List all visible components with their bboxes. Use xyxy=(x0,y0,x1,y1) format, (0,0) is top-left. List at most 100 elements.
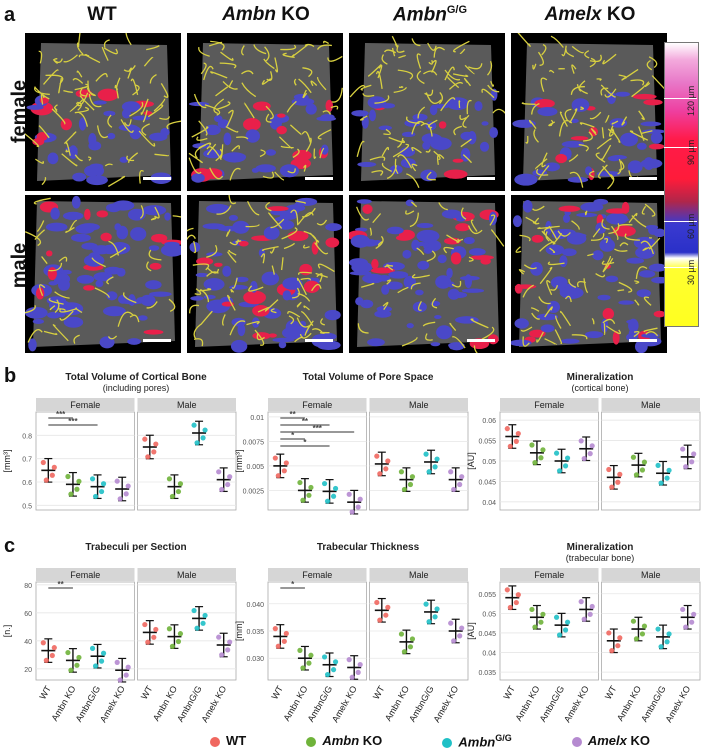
data-point xyxy=(330,493,337,499)
colorbar-tick-label: 120 µm xyxy=(686,85,696,116)
data-point xyxy=(308,484,314,491)
legend-dot-amelx-ko xyxy=(571,736,582,747)
colorbar-tick-line xyxy=(664,267,697,268)
y-axis-unit: [AU] xyxy=(466,452,476,470)
data-point xyxy=(633,472,640,478)
data-point xyxy=(434,606,440,612)
data-point xyxy=(219,486,225,493)
x-tick-label: Amelx KO xyxy=(664,684,693,724)
data-point xyxy=(513,599,519,606)
data-point xyxy=(451,638,457,644)
data-point xyxy=(398,469,405,475)
x-tick-label: Amelx KO xyxy=(98,684,127,724)
data-point xyxy=(407,481,414,488)
data-point xyxy=(142,621,148,628)
data-point xyxy=(100,650,107,656)
data-point xyxy=(426,619,432,625)
data-point xyxy=(666,467,672,473)
data-point xyxy=(191,607,197,614)
data-point xyxy=(225,481,231,488)
significance-label: * xyxy=(291,431,295,440)
data-point xyxy=(98,488,105,495)
data-point xyxy=(153,626,159,633)
data-point xyxy=(65,473,71,480)
data-point xyxy=(76,654,82,661)
data-point xyxy=(666,631,672,637)
data-point xyxy=(349,674,355,680)
data-point xyxy=(587,611,593,617)
col-header-amelx-ko: Amelx KO xyxy=(544,4,636,25)
chart-subtitle: (including pores) xyxy=(103,383,170,393)
data-point xyxy=(125,483,131,489)
data-point xyxy=(633,636,640,642)
data-point xyxy=(615,479,621,485)
data-point xyxy=(216,469,222,475)
data-point xyxy=(49,652,55,659)
data-point xyxy=(346,657,352,663)
data-point xyxy=(324,498,331,504)
y-tick-label: 0.5 xyxy=(22,503,32,510)
data-point xyxy=(355,504,361,510)
data-point xyxy=(283,460,289,466)
data-point xyxy=(202,427,208,433)
data-point xyxy=(664,639,670,645)
scale-bar xyxy=(305,339,333,342)
facet-panel xyxy=(499,581,599,681)
scale-bar xyxy=(467,177,495,180)
legend-item-ambn-ko: Ambn KO xyxy=(306,733,382,749)
chart-title: Trabecular Thickness xyxy=(317,542,420,553)
facet-strip xyxy=(369,398,468,411)
y-tick-label: 0.035 xyxy=(478,670,496,677)
chart-title: Mineralization xyxy=(567,372,634,383)
data-point xyxy=(297,647,303,653)
col-header-ambn-gg: AmbnG/G xyxy=(393,4,467,26)
y-tick-label: 0.01 xyxy=(250,415,264,422)
data-point xyxy=(40,640,46,646)
data-point xyxy=(300,665,306,671)
data-point xyxy=(74,662,80,668)
microct-male-wt xyxy=(23,195,185,353)
facet-strip xyxy=(268,398,367,411)
y-axis-unit: [mm³] xyxy=(234,450,244,473)
data-point xyxy=(68,667,74,673)
facet-label: Male xyxy=(409,570,429,580)
data-point xyxy=(529,442,535,448)
data-point xyxy=(689,619,695,625)
panel-letter-c: c xyxy=(4,535,16,557)
data-point xyxy=(683,624,689,630)
legend-item-wt: WT xyxy=(210,733,246,749)
data-point xyxy=(609,484,615,490)
data-point xyxy=(426,469,432,475)
colorbar-tick-line xyxy=(664,221,697,222)
y-tick-label: 0.0075 xyxy=(243,439,265,446)
data-point xyxy=(117,677,123,683)
facet-label: Male xyxy=(409,400,429,410)
data-point xyxy=(564,455,571,461)
data-point xyxy=(639,467,646,473)
data-point xyxy=(374,453,380,459)
facet-label: Female xyxy=(302,570,332,580)
data-point xyxy=(200,620,206,626)
data-point xyxy=(617,635,623,641)
y-tick-label: 0.040 xyxy=(246,602,264,609)
data-point xyxy=(74,486,80,492)
data-point xyxy=(658,644,664,650)
data-point xyxy=(349,509,355,515)
data-point xyxy=(639,631,646,637)
data-point xyxy=(281,638,287,644)
chart-title: Mineralization xyxy=(567,542,634,553)
y-tick-label: 60 xyxy=(24,611,32,618)
data-point xyxy=(630,618,637,624)
data-point xyxy=(423,601,429,607)
x-tick-label: Ambn KO xyxy=(514,684,542,723)
data-point xyxy=(177,631,184,637)
microct-male-ambn-ko xyxy=(182,189,343,353)
data-point xyxy=(92,493,99,500)
y-tick-label: 20 xyxy=(24,667,32,674)
data-point xyxy=(169,493,176,500)
data-point xyxy=(553,614,560,620)
y-axis-unit: [mm³] xyxy=(2,450,12,473)
y-tick-label: 0.04 xyxy=(482,500,496,507)
data-point xyxy=(407,644,414,650)
microct-male-ambn-gg xyxy=(347,195,505,357)
